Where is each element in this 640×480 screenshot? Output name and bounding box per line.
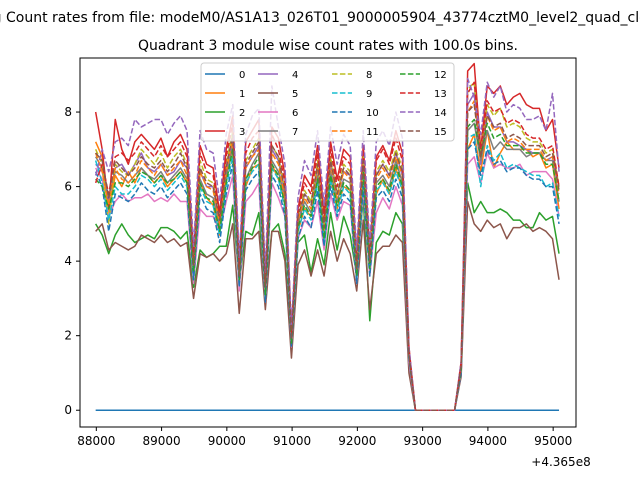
chart-title: Quadrant 3 module wise count rates with …: [138, 38, 518, 54]
legend-label-14: 14: [434, 108, 447, 119]
y-tick-label: 4: [64, 254, 72, 268]
x-tick-label: 89000: [142, 434, 180, 448]
series-line-10: [94, 141, 560, 411]
x-axis: 88000 89000 90000 91000 92000 93000 94000 95000: [77, 427, 572, 448]
y-tick-label: 2: [64, 329, 72, 343]
x-tick-label: 90000: [208, 434, 246, 448]
x-tick-label: 88000: [77, 434, 115, 448]
legend-label-12: 12: [434, 70, 447, 81]
y-axis: 0 2 4 6 8: [64, 105, 80, 417]
series-line-12: [95, 118, 560, 411]
x-tick-label: 91000: [273, 434, 311, 448]
legend-box: [200, 62, 455, 142]
legend-label-11: 11: [366, 127, 379, 138]
series-line-9: [94, 133, 560, 411]
y-tick-label: 6: [64, 180, 72, 194]
series-line-14: [94, 77, 560, 411]
x-tick-label: 93000: [404, 434, 442, 448]
legend-label-4: 4: [292, 70, 298, 81]
legend-label-8: 8: [366, 70, 372, 81]
legend-label-0: 0: [239, 70, 245, 81]
legend-label-6: 6: [292, 108, 298, 119]
series-line-2: [95, 182, 560, 411]
x-tick-label: 92000: [338, 434, 376, 448]
series-line-5: [95, 200, 560, 411]
x-tick-label: 94000: [469, 434, 507, 448]
series-line-15: [95, 103, 560, 411]
legend-label-15: 15: [434, 127, 447, 138]
legend-label-5: 5: [292, 89, 298, 100]
x-offset-label: +4.365e8: [531, 455, 590, 469]
legend-label-7: 7: [292, 127, 298, 138]
series-line-13: [94, 81, 560, 411]
y-tick-label: 8: [64, 105, 72, 119]
legend-label-1: 1: [239, 89, 245, 100]
legend-label-3: 3: [239, 127, 245, 138]
legend-label-9: 9: [366, 89, 372, 100]
figure-suptitle: Plotting Count rates from file: modeM0/A…: [0, 10, 640, 26]
y-tick-label: 0: [64, 403, 72, 417]
legend-label-2: 2: [239, 108, 245, 119]
legend-label-13: 13: [434, 89, 447, 100]
series-layer: [94, 62, 560, 411]
plot-frame: [79, 57, 577, 428]
legend-label-10: 10: [366, 108, 379, 119]
x-tick-label: 95000: [534, 434, 572, 448]
